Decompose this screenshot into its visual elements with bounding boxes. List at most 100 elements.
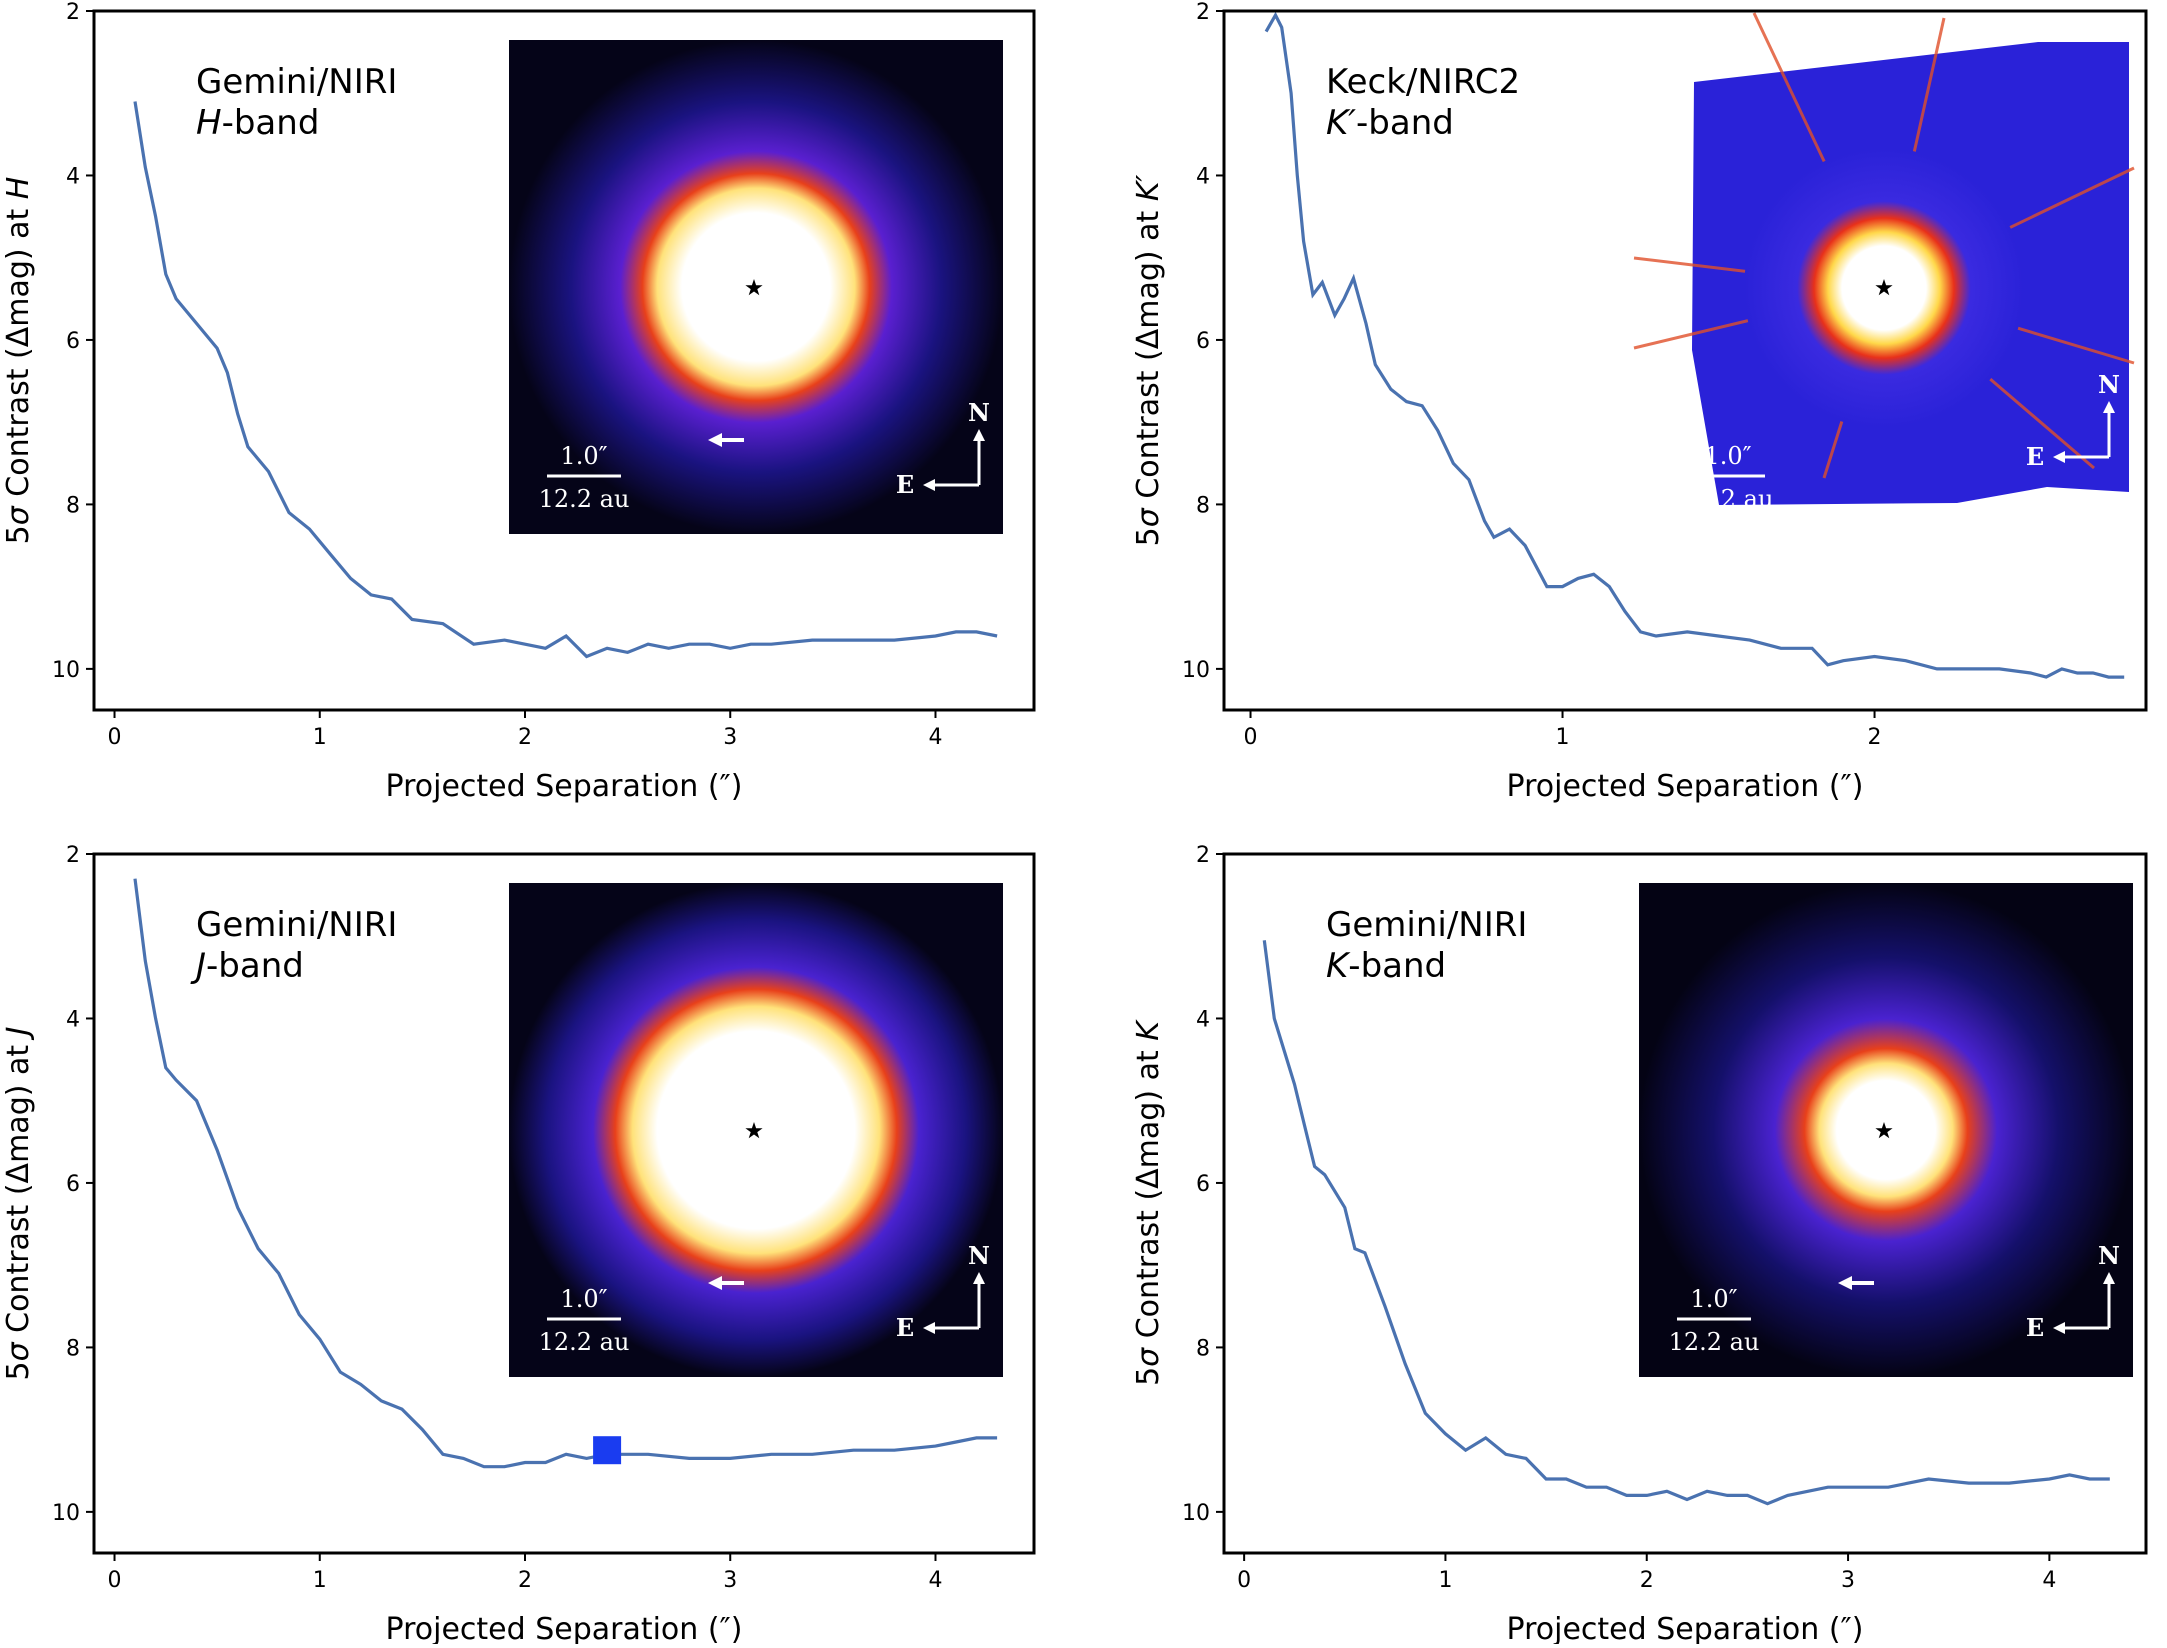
x-tick-label: 4	[2042, 1568, 2056, 1593]
y-axis-label-part: Contrast (Δmag) at	[1131, 1041, 1166, 1348]
companion-arrowhead	[708, 433, 722, 447]
north-arrowhead	[2103, 1272, 2115, 1284]
y-axis-label-part: Contrast (Δmag) at	[1, 199, 36, 506]
y-tick-label: 4	[1196, 1007, 1210, 1032]
annotation-part: -band	[222, 103, 320, 143]
annotation: Gemini/NIRI	[196, 905, 397, 945]
y-axis-label: 5σ Contrast (Δmag) at K	[1131, 1019, 1166, 1386]
y-axis-label-part: K	[1131, 1019, 1166, 1041]
star-symbol	[1875, 279, 1893, 296]
x-tick-label: 4	[928, 725, 942, 750]
star-symbol	[1875, 1122, 1893, 1139]
companion-arrowhead	[708, 1276, 722, 1290]
annotation-part: -band	[1348, 946, 1446, 986]
north-arrowhead	[973, 1272, 985, 1284]
annotation-part: Keck/NIRC2	[1326, 62, 1520, 102]
y-axis-label: 5σ Contrast (Δmag) at J	[1, 1026, 36, 1380]
contrast-curve	[1262, 940, 2110, 1506]
axes-frame	[1222, 852, 2148, 1555]
x-tick-label: 3	[723, 1568, 737, 1593]
annotation-part: -band	[1356, 103, 1454, 143]
panel: 1.0″ 12.2 au N E 2 4 6 8 10 0 1 2 3 4 Gemini/NIRIJ-ban…	[1, 843, 1036, 1647]
scale-distance: 12.2 au	[539, 485, 630, 513]
east-label: E	[2026, 442, 2044, 471]
scale-label: 1.0″	[1704, 442, 1751, 470]
scale-distance: 12.2 au	[1683, 485, 1774, 513]
y-tick-label: 2	[66, 0, 80, 25]
x-tick-label: 2	[518, 1568, 532, 1593]
y-tick-label: 2	[1196, 0, 1210, 25]
y-axis-label-part: K′	[1131, 174, 1166, 201]
y-axis-label-part: 5	[1, 1361, 36, 1380]
x-tick-label: 4	[928, 1568, 942, 1593]
north-label: N	[968, 398, 990, 427]
contrast-curve	[133, 878, 998, 1469]
y-tick-label: 8	[66, 493, 80, 518]
y-axis-label-part: σ	[1131, 1347, 1166, 1367]
y-axis-label: 5σ Contrast (Δmag) at K′	[1131, 174, 1166, 546]
star-symbol	[745, 1122, 763, 1139]
scale-label: 1.0″	[560, 442, 607, 470]
y-tick-label: 2	[66, 843, 80, 868]
x-axis-label: Projected Separation (″)	[386, 769, 743, 804]
x-axis-label: Projected Separation (″)	[386, 1612, 743, 1644]
annotation-part: Gemini/NIRI	[1326, 905, 1527, 945]
y-axis-label-part: σ	[1, 505, 36, 525]
y-axis-label-part: 5	[1131, 527, 1166, 546]
x-tick-label: 2	[518, 725, 532, 750]
y-axis-label-part: Contrast (Δmag) at	[1, 1035, 36, 1342]
y-tick-label: 10	[52, 658, 80, 683]
x-tick-label: 3	[723, 725, 737, 750]
axes-frame	[92, 852, 1036, 1555]
east-arrowhead	[2053, 1322, 2065, 1334]
x-tick-label: 1	[313, 725, 327, 750]
annotation-part: J	[190, 946, 206, 986]
annotation-part: Gemini/NIRI	[196, 62, 397, 102]
scale-label: 1.0″	[1690, 1285, 1737, 1313]
east-label: E	[2026, 1313, 2044, 1342]
y-axis-label-part: σ	[1, 1341, 36, 1361]
y-tick-label: 8	[1196, 493, 1210, 518]
star-symbol	[745, 279, 763, 296]
north-arrowhead	[2103, 401, 2115, 413]
east-arrowhead	[923, 479, 935, 491]
x-axis-label: Projected Separation (″)	[1507, 1612, 1864, 1644]
contrast-curve	[133, 101, 998, 659]
scale-distance: 12.2 au	[539, 1328, 630, 1356]
y-tick-label: 6	[1196, 1172, 1210, 1197]
x-tick-label: 1	[1438, 1568, 1452, 1593]
annotation: K′-band	[1326, 103, 1454, 143]
x-tick-label: 2	[1640, 1568, 1654, 1593]
annotation: Gemini/NIRI	[1326, 905, 1527, 945]
east-label: E	[896, 470, 914, 499]
y-axis-label-part: 5	[1131, 1367, 1166, 1386]
y-tick-label: 4	[66, 164, 80, 189]
x-tick-label: 0	[1237, 1568, 1251, 1593]
x-tick-label: 1	[313, 1568, 327, 1593]
x-tick-label: 0	[108, 1568, 122, 1593]
x-tick-label: 1	[1556, 725, 1570, 750]
annotation: K-band	[1326, 946, 1446, 986]
north-label: N	[968, 1241, 990, 1270]
annotation-part: H	[196, 103, 222, 143]
y-tick-label: 6	[1196, 329, 1210, 354]
east-arrowhead	[2053, 451, 2065, 463]
companion-marker	[593, 1436, 622, 1465]
y-tick-label: 6	[66, 1172, 80, 1197]
annotation-part: -band	[206, 946, 304, 986]
annotation-part: K	[1326, 946, 1351, 986]
x-axis-label: Projected Separation (″)	[1507, 769, 1864, 804]
annotation-part: K′	[1326, 103, 1356, 143]
companion-arrowhead	[1838, 1276, 1852, 1290]
y-tick-label: 8	[66, 1336, 80, 1361]
y-tick-label: 10	[52, 1501, 80, 1526]
x-tick-label: 2	[1868, 725, 1882, 750]
y-tick-label: 8	[1196, 1336, 1210, 1361]
east-arrowhead	[923, 1322, 935, 1334]
annotation: Keck/NIRC2	[1326, 62, 1520, 102]
north-label: N	[2098, 370, 2120, 399]
